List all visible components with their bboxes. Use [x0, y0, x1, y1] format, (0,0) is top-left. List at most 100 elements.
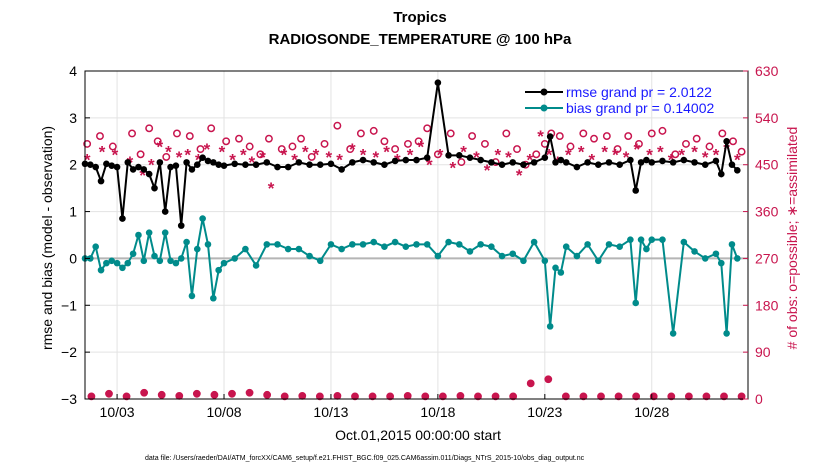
obs-assimilated-point: *	[349, 140, 356, 159]
bias-point	[637, 236, 645, 243]
obs-assimilated-point: *	[484, 161, 491, 180]
bias-point	[140, 257, 148, 265]
rmse-point	[552, 159, 559, 166]
obs-assimilated-point: *	[437, 145, 444, 164]
bias-point	[632, 299, 640, 307]
bias-point	[659, 236, 666, 243]
obs-bottom-point	[702, 392, 711, 401]
obs-assimilated-point: *	[165, 143, 172, 162]
grid-lines	[85, 70, 748, 400]
obs-bottom-point	[245, 388, 254, 397]
obs-bottom-point	[210, 390, 219, 399]
obs-possible-point	[705, 142, 714, 151]
bias-point	[183, 238, 190, 246]
obs-possible-point	[356, 129, 365, 138]
rmse-point	[129, 166, 137, 173]
legend-bias-label: bias grand pr = 0.14002	[566, 100, 714, 116]
bias-point	[204, 241, 212, 248]
obs-assimilated-point: *	[516, 166, 523, 185]
obs-possible-point	[682, 139, 690, 148]
rmse-point	[546, 133, 554, 140]
rmse-point	[140, 166, 148, 173]
obs-possible-point	[555, 132, 564, 141]
obs-possible-point	[380, 137, 389, 146]
rmse-point	[284, 163, 292, 171]
obs-possible-point	[307, 152, 316, 161]
obs-bottom-point	[333, 391, 342, 400]
rmse-point	[177, 222, 185, 229]
obs-bottom-point	[280, 392, 289, 401]
obs-assimilated-point: *	[546, 145, 553, 164]
obs-bottom-point	[122, 392, 131, 401]
rmse-point	[669, 159, 677, 166]
y2-tick-label: 180	[755, 297, 779, 313]
obs-assimilated-point: *	[702, 148, 709, 167]
bias-point	[728, 241, 736, 248]
rmse-point	[370, 159, 378, 166]
bias-point	[172, 259, 180, 267]
rmse-point	[210, 159, 217, 166]
obs-assimilated-point: *	[360, 145, 367, 164]
y2-tick-label: 0	[755, 391, 763, 407]
obs-assimilated-point: *	[678, 145, 685, 164]
rmse-point	[87, 161, 94, 169]
obs-assimilated-point: *	[112, 145, 119, 164]
obs-possible-point	[277, 145, 286, 154]
bias-point	[557, 269, 565, 276]
rmse-point	[242, 161, 249, 169]
rmse-point	[188, 166, 196, 173]
bias-point	[552, 264, 559, 272]
bias-point	[231, 255, 239, 262]
obs-possible-point	[480, 139, 489, 148]
rmse-point	[204, 157, 212, 165]
rmse-point	[113, 163, 121, 171]
obs-possible-point	[222, 137, 231, 146]
obs-possible-point	[346, 145, 355, 154]
bias-point	[712, 250, 720, 258]
obs-bottom-point	[456, 391, 465, 400]
bias-point	[338, 245, 345, 253]
obs-bottom-point	[597, 392, 605, 401]
obs-assimilated-point: *	[505, 148, 512, 167]
chart-subtitle: RADIOSONDE_TEMPERATURE @ 100 hPa	[269, 31, 572, 48]
y-tick-label: 3	[69, 110, 77, 126]
bias-point	[520, 257, 527, 265]
obs-assimilated-point: *	[691, 143, 698, 162]
obs-bottom-point	[421, 392, 430, 401]
obs-assimilated-point: *	[565, 145, 572, 164]
obs-possible-point	[468, 132, 477, 141]
obs-assimilated-point: *	[537, 127, 544, 146]
obs-assimilated-point: *	[494, 145, 501, 164]
x-tick-label: 10/28	[634, 404, 669, 420]
rmse-point	[520, 161, 527, 169]
obs-possible-point	[320, 139, 329, 148]
obs-bottom-point	[544, 375, 553, 384]
bias-point	[199, 215, 206, 222]
rmse-point	[92, 163, 99, 171]
rmse-point	[124, 159, 132, 166]
rmse-point	[573, 163, 581, 171]
rmse-point	[215, 161, 222, 169]
obs-assimilated-point: *	[99, 143, 106, 162]
rmse-point	[701, 161, 709, 169]
bias-point	[466, 248, 474, 255]
obs-possible-point	[624, 132, 633, 141]
rmse-point	[252, 161, 260, 169]
rmse-point	[477, 156, 484, 164]
obs-assimilated-point: *	[723, 140, 730, 159]
bias-point	[252, 262, 260, 269]
footnote: data file: /Users/raeder/DAI/ATM_forcXX/…	[145, 455, 585, 462]
obs-assimilated-point: *	[195, 151, 202, 170]
y2-tick-label: 360	[755, 204, 779, 220]
bias-point	[616, 243, 623, 251]
obs-assimilated-point: *	[281, 145, 288, 164]
rmse-point	[594, 161, 602, 169]
obs-possible-point	[602, 132, 611, 141]
y2-tick-label: 540	[755, 110, 779, 126]
y-axis-label: rmse and bias (model - observation)	[39, 126, 55, 350]
obs-assimilated-point: *	[313, 145, 320, 164]
rmse-point	[541, 154, 549, 161]
rmse-point	[151, 184, 158, 192]
y2-tick-label: 630	[755, 63, 779, 79]
y-tick-label: 1	[69, 204, 77, 220]
